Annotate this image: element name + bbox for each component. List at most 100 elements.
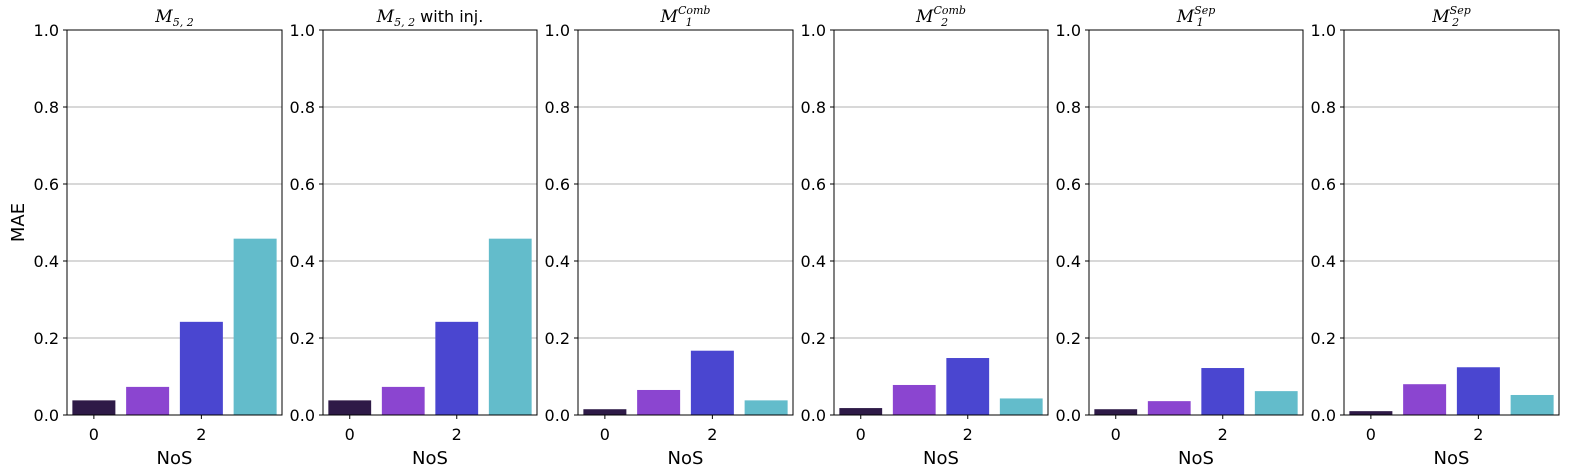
y-tick-label: 0.2 <box>801 329 826 348</box>
axes-frame <box>833 29 1049 416</box>
title-subscript: 2 <box>940 16 948 29</box>
bar-1 <box>637 389 681 415</box>
y-tick-label: 0.6 <box>1311 175 1336 194</box>
axes-frame <box>1343 29 1560 416</box>
y-tick-label: 0.2 <box>1056 329 1081 348</box>
y-tick-label: 0.6 <box>1056 175 1081 194</box>
x-tick-label: 2 <box>707 425 717 444</box>
y-tick-label: 0.4 <box>34 252 59 271</box>
y-tick-label: 1.0 <box>290 21 315 40</box>
bar-3 <box>233 238 277 415</box>
bar-2 <box>1201 368 1245 415</box>
x-axis-label: NoS <box>412 448 448 469</box>
y-tick-label: 0.4 <box>290 252 315 271</box>
x-tick-label: 0 <box>1366 425 1376 444</box>
y-tick-label: 1.0 <box>1311 21 1336 40</box>
y-tick-label: 0.6 <box>801 175 826 194</box>
bar-3 <box>488 238 532 415</box>
bar-2 <box>946 358 990 415</box>
bar-0 <box>328 400 372 415</box>
bar-0 <box>839 408 883 415</box>
y-tick-label: 0.4 <box>801 252 826 271</box>
y-tick-label: 1.0 <box>801 21 826 40</box>
bar-0 <box>1349 411 1393 415</box>
y-tick-label: 0.8 <box>1056 98 1081 117</box>
x-tick-label: 2 <box>1473 425 1483 444</box>
title-superscript: Comb <box>933 4 966 17</box>
chart-title: M5, 2 <box>154 7 193 29</box>
bar-1 <box>1403 384 1447 415</box>
y-tick-label: 0.8 <box>290 98 315 117</box>
title-superscript: Sep <box>1194 4 1215 17</box>
x-tick-label: 0 <box>1111 425 1121 444</box>
y-tick-label: 1.0 <box>545 21 570 40</box>
y-tick-label: 0.6 <box>34 175 59 194</box>
y-tick-label: 0.2 <box>545 329 570 348</box>
axes-frame <box>322 29 538 416</box>
y-tick-label: 0.0 <box>290 406 315 425</box>
x-axis-label: NoS <box>1178 448 1214 469</box>
x-tick-label: 0 <box>345 425 355 444</box>
x-tick-label: 2 <box>196 425 206 444</box>
axes-frame <box>577 29 794 416</box>
y-tick-label: 0.0 <box>1311 406 1336 425</box>
axes-frame <box>66 29 283 416</box>
bar-2 <box>690 350 734 415</box>
bar-3 <box>744 400 788 415</box>
title-main: M <box>1431 7 1450 27</box>
y-tick-label: 0.2 <box>34 329 59 348</box>
y-tick-label: 0.0 <box>545 406 570 425</box>
x-tick-label: 0 <box>600 425 610 444</box>
title-superscript: Comb <box>678 4 711 17</box>
y-tick-label: 0.0 <box>34 406 59 425</box>
title-subscript: 5, 2 <box>173 16 194 29</box>
y-tick-label: 0.4 <box>545 252 570 271</box>
y-tick-label: 1.0 <box>34 21 59 40</box>
bar-0 <box>1094 409 1138 415</box>
bar-1 <box>892 384 936 415</box>
x-tick-label: 2 <box>963 425 973 444</box>
bar-2 <box>435 321 479 415</box>
bar-1 <box>126 386 170 415</box>
bar-0 <box>583 409 627 415</box>
y-tick-label: 1.0 <box>1056 21 1081 40</box>
title-subscript: 2 <box>1451 16 1459 29</box>
x-tick-label: 0 <box>89 425 99 444</box>
chart-title: MComb 2 <box>915 4 966 29</box>
y-tick-label: 0.2 <box>290 329 315 348</box>
bar-3 <box>1254 391 1298 415</box>
bar-3 <box>999 398 1043 415</box>
y-tick-label: 0.6 <box>545 175 570 194</box>
bar-1 <box>1147 401 1191 415</box>
title-main: M <box>376 7 395 27</box>
chart-title: M5, 2 with inj. <box>376 7 484 29</box>
bar-2 <box>1456 367 1500 415</box>
title-subscript: 5, 2 <box>394 16 415 29</box>
chart-title: MSep 1 <box>1176 4 1216 29</box>
x-tick-label: 2 <box>1218 425 1228 444</box>
y-tick-label: 0.2 <box>1311 329 1336 348</box>
y-tick-label: 0.4 <box>1056 252 1081 271</box>
title-main: M <box>660 7 679 27</box>
title-superscript: Sep <box>1450 4 1471 17</box>
x-tick-label: 2 <box>452 425 462 444</box>
bar-3 <box>1510 394 1554 415</box>
chart-title: MSep 2 <box>1431 4 1471 29</box>
title-main: M <box>915 7 934 27</box>
y-tick-label: 0.0 <box>801 406 826 425</box>
x-axis-label: NoS <box>923 448 959 469</box>
y-tick-label: 0.0 <box>1056 406 1081 425</box>
title-subscript: 1 <box>1197 16 1204 29</box>
bar-1 <box>381 386 425 415</box>
axes-frame <box>1088 29 1304 416</box>
y-tick-label: 0.8 <box>34 98 59 117</box>
y-tick-label: 0.8 <box>1311 98 1336 117</box>
y-tick-label: 0.4 <box>1311 252 1336 271</box>
